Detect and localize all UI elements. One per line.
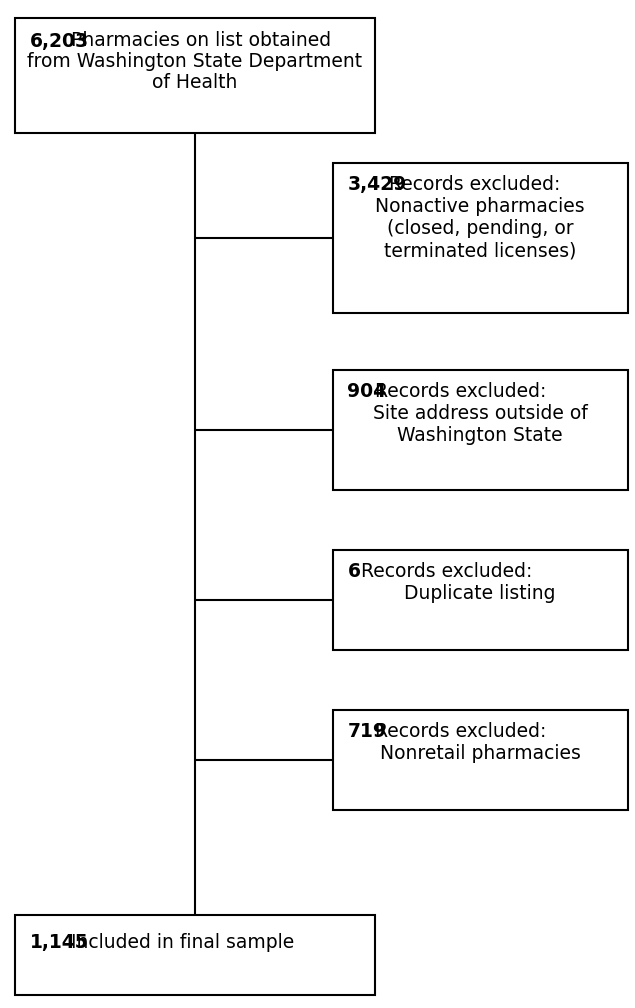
Text: of Health: of Health: [152, 74, 237, 93]
Bar: [15, 17, 375, 132]
Text: 719: 719: [347, 722, 387, 741]
Text: from Washington State Department: from Washington State Department: [27, 52, 363, 72]
Text: Included in final sample: Included in final sample: [65, 933, 295, 952]
Text: Duplicate listing: Duplicate listing: [404, 585, 556, 603]
Text: 1,145: 1,145: [30, 933, 89, 952]
Text: Nonactive pharmacies
(closed, pending, or
terminated licenses): Nonactive pharmacies (closed, pending, o…: [375, 198, 585, 260]
Text: 904: 904: [347, 382, 387, 401]
Text: Records excluded:: Records excluded:: [368, 722, 546, 741]
Text: Records excluded:: Records excluded:: [354, 562, 532, 581]
Bar: [333, 370, 627, 490]
Text: 6: 6: [347, 562, 361, 581]
Text: 3,429: 3,429: [347, 175, 407, 194]
Text: Records excluded:: Records excluded:: [368, 382, 546, 401]
Text: Nonretail pharmacies: Nonretail pharmacies: [380, 744, 580, 763]
Text: Site address outside of
Washington State: Site address outside of Washington State: [373, 404, 587, 446]
Text: Records excluded:: Records excluded:: [383, 175, 560, 194]
Text: 6,203: 6,203: [30, 31, 89, 50]
Bar: [333, 710, 627, 810]
Bar: [333, 550, 627, 650]
Text: Pharmacies on list obtained: Pharmacies on list obtained: [65, 31, 331, 50]
Bar: [333, 163, 627, 313]
Bar: [15, 915, 375, 995]
